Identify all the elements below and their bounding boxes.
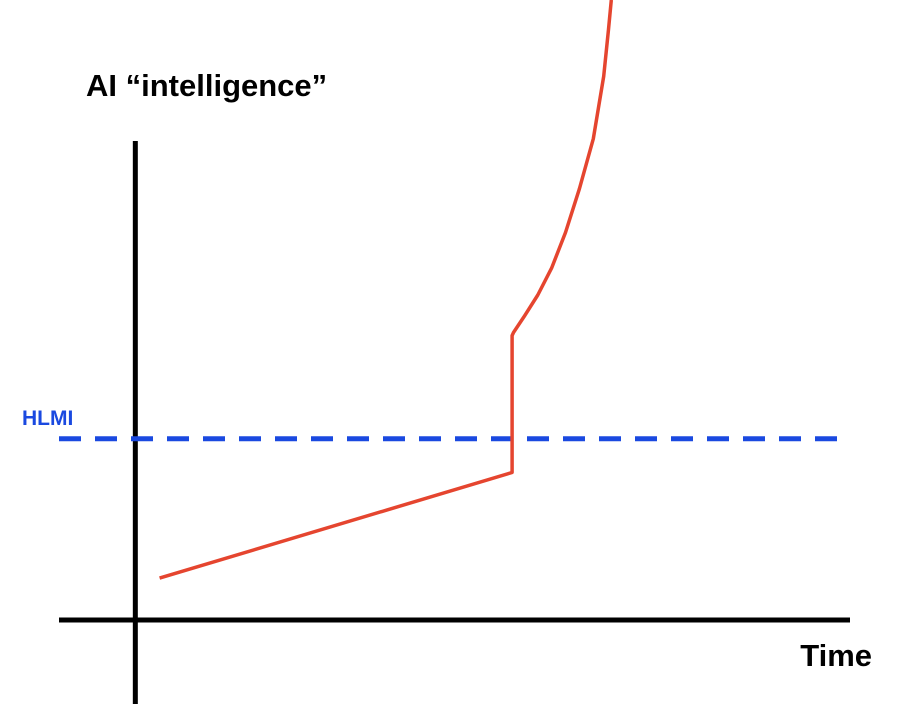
- series-line-0: [159, 0, 614, 580]
- x-axis-label: Time: [800, 638, 872, 673]
- series-layer: [159, 0, 614, 580]
- y-axis-label: AI “intelligence”: [86, 68, 327, 103]
- hlmi-label: HLMI: [22, 407, 73, 430]
